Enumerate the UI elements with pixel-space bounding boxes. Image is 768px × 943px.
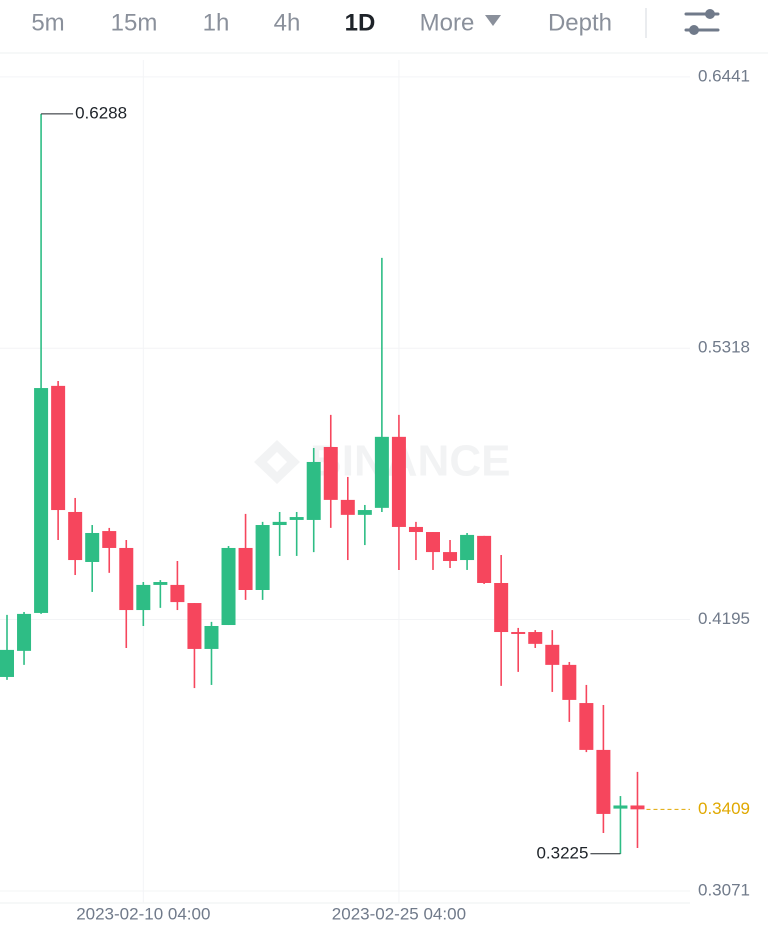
candle-body <box>85 532 100 562</box>
candle-body <box>17 613 32 651</box>
candle-body <box>204 625 219 649</box>
x-tick-label: 2023-02-25 04:00 <box>332 904 466 923</box>
more-caret <box>485 15 501 26</box>
tab[interactable]: 4h <box>274 9 301 36</box>
low-marker-label: 0.3225 <box>536 843 588 862</box>
y-tick-label: 0.3071 <box>698 880 750 899</box>
candle-body <box>511 632 526 634</box>
candle-body <box>477 535 492 583</box>
toolbar: 5m 15m 1h 4h 1D More Depth <box>0 8 768 54</box>
candle-body <box>0 649 14 677</box>
icon-knob <box>705 9 715 19</box>
candle-body <box>289 517 304 520</box>
candle-body <box>545 644 560 665</box>
tab[interactable]: 15m <box>111 9 158 36</box>
candle-body <box>460 534 475 561</box>
y-tick-label: 0.6441 <box>698 66 750 85</box>
candle-body <box>408 526 423 533</box>
candle-body <box>613 805 628 809</box>
last-price-label: 0.3409 <box>698 799 750 818</box>
candle-body <box>306 461 321 520</box>
candle-body <box>357 510 372 515</box>
y-tick-label: 0.4195 <box>698 609 750 628</box>
candle-body <box>153 582 168 585</box>
candle-body <box>102 531 117 548</box>
candle-body <box>255 525 270 590</box>
candle-body <box>323 446 338 500</box>
tab[interactable]: Depth <box>548 9 612 36</box>
candle-body <box>391 436 406 527</box>
candle-body <box>272 521 287 526</box>
candle-body <box>630 805 645 810</box>
candle-body <box>340 499 355 515</box>
watermark: BINANCE <box>254 437 510 486</box>
y-tick-label: 0.5318 <box>698 338 750 357</box>
watermark-text: BINANCE <box>310 437 510 486</box>
high-marker-label: 0.6288 <box>75 103 127 122</box>
tab[interactable]: 1h <box>203 9 230 36</box>
settings-icon[interactable] <box>684 9 720 35</box>
x-tick-label: 2023-02-10 04:00 <box>76 904 210 923</box>
candle-body <box>494 582 509 633</box>
candle-body <box>221 547 236 626</box>
candle-body <box>68 511 83 561</box>
icon-knob <box>689 25 699 35</box>
tab[interactable]: More <box>420 9 475 36</box>
candle-body <box>136 584 151 611</box>
candle-body <box>562 664 577 700</box>
last-price-tag <box>692 796 768 823</box>
candle-body <box>596 749 611 814</box>
tab[interactable]: 1D <box>345 9 376 36</box>
candle-body <box>238 547 253 590</box>
tab[interactable]: 5m <box>31 9 64 36</box>
watermark-logo <box>254 440 300 484</box>
candle-body <box>51 385 66 511</box>
candle-body <box>579 703 594 750</box>
candle-body <box>34 388 49 613</box>
candle-body <box>187 603 202 649</box>
candle-body <box>528 632 543 644</box>
candle-body <box>426 532 440 553</box>
candle-body <box>443 552 458 562</box>
candle-body <box>374 436 389 508</box>
candle-body <box>170 584 185 603</box>
candle-body <box>119 547 134 611</box>
